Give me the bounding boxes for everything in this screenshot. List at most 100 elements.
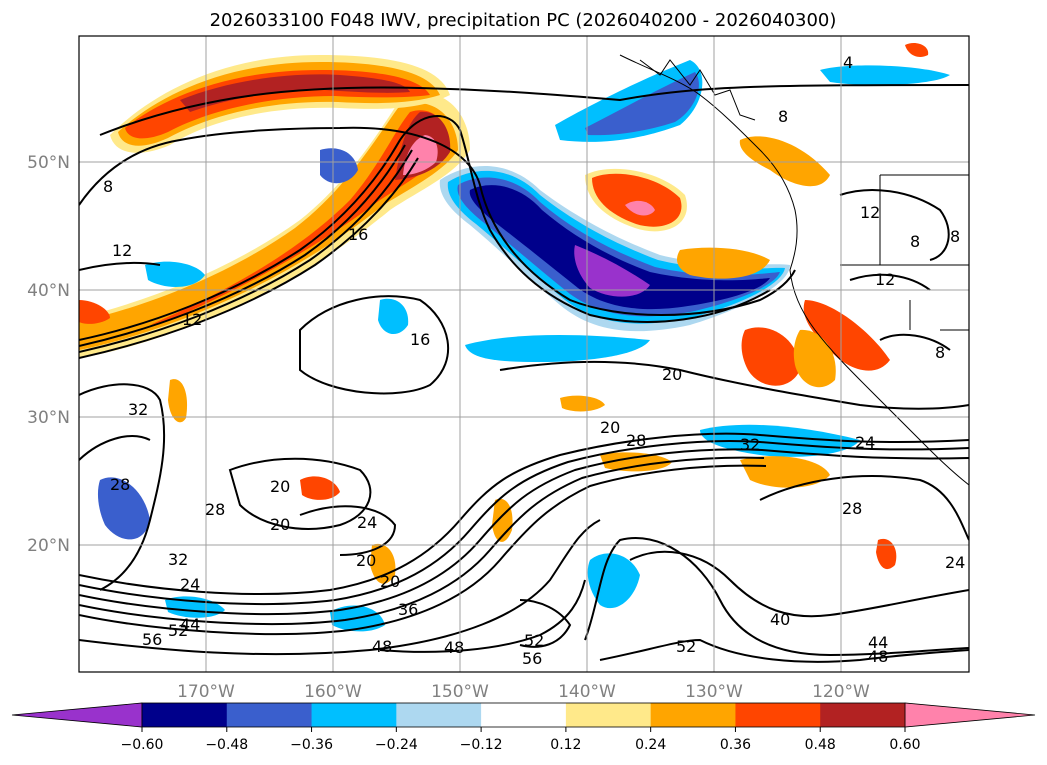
coastal-positive-4 [677, 247, 770, 279]
colorbar-segment [142, 703, 228, 727]
colorbar-max-extend [904, 702, 1036, 728]
colorbar-segment [311, 703, 397, 727]
y-axis-labels: 50°N 40°N 30°N 20°N [27, 153, 70, 556]
colorbar-tick-label: 0.48 [805, 737, 836, 753]
colorbar-tick-label: 0.60 [889, 737, 920, 753]
contour-label: 24 [180, 575, 200, 594]
contour-label: 24 [855, 433, 875, 452]
contour-label: 8 [950, 227, 960, 246]
coastal-positive-5 [793, 329, 836, 388]
contour-label: 20 [600, 418, 620, 437]
scatter-positive-6 [876, 538, 897, 570]
coastal-positive-2 [803, 300, 890, 371]
colorbar-segment [565, 703, 652, 727]
contour-label: 12 [182, 310, 202, 329]
contour-label: 16 [410, 330, 430, 349]
y-tick-label: 30°N [27, 408, 70, 428]
colorbar-tick-label: −0.24 [375, 737, 418, 753]
positive-blob-pink [625, 200, 655, 216]
contour-label: 48 [372, 637, 392, 656]
contour-label: 24 [357, 513, 377, 532]
colorbar-segment [226, 703, 313, 727]
scatter-negative-8 [820, 65, 950, 86]
colorbar-tick-label: −0.36 [290, 737, 333, 753]
x-tick-label: 160°W [304, 682, 362, 702]
gridlines [79, 36, 969, 672]
y-tick-label: 40°N [27, 281, 70, 301]
contour-label: 20 [356, 551, 376, 570]
coastlines [619, 54, 969, 486]
y-tick-label: 50°N [27, 153, 70, 173]
contour-label: 32 [128, 400, 148, 419]
positive-blob-red [592, 173, 682, 227]
contour-label: 44 [180, 615, 200, 634]
contour-label: 28 [626, 431, 646, 450]
contour-label: 20 [662, 365, 682, 384]
colorbar-frame [141, 702, 906, 728]
x-tick-label: 140°W [558, 682, 616, 702]
contour-label: 32 [168, 550, 188, 569]
contour-label: 28 [842, 499, 862, 518]
band-positive-30n-east [740, 456, 830, 488]
contour-label: 8 [910, 232, 920, 251]
coastal-positive-1 [739, 136, 830, 187]
contour-label: 52 [676, 637, 696, 656]
x-tick-label: 150°W [431, 682, 489, 702]
scatter-negative-7 [378, 298, 409, 335]
scatter-negative-1 [97, 477, 150, 540]
ridge-negative [465, 335, 650, 362]
contour-label: 12 [112, 241, 132, 260]
positive-plume-orange [79, 103, 458, 350]
x-axis-labels: 170°W 160°W 150°W 140°W 130°W 120°W [177, 682, 870, 702]
contour-label: 16 [348, 225, 368, 244]
chart-title: 2026033100 F048 IWV, precipitation PC (2… [210, 10, 837, 31]
colorbar-segment [650, 703, 736, 727]
contour-label: 20 [270, 515, 290, 534]
colorbar-tick-label: 0.36 [720, 737, 751, 753]
map-panel: 8 12 16 12 16 20 20 28 32 24 32 28 28 20… [78, 35, 970, 673]
positive-plume-pink [403, 135, 438, 175]
colorbar-segment [820, 703, 906, 727]
contour-label: 36 [398, 600, 418, 619]
colorbar-segment [735, 703, 821, 727]
colorbar-tick-label: −0.48 [205, 737, 248, 753]
contour-label: 4 [843, 53, 853, 72]
alaska-negative-inner [585, 72, 699, 136]
colorbar-tick-label: −0.12 [460, 737, 503, 753]
contour-label: 48 [868, 647, 888, 666]
colorbar-segment [396, 703, 482, 727]
contour-label: 40 [770, 610, 790, 629]
contour-label: 8 [935, 343, 945, 362]
x-tick-label: 170°W [177, 682, 235, 702]
colorbar-tick-label: 0.12 [550, 737, 581, 753]
contour-label: 56 [522, 649, 542, 668]
y-tick-label: 20°N [27, 536, 70, 556]
scatter-positive-1 [300, 476, 340, 500]
x-tick-label: 120°W [812, 682, 870, 702]
contour-label: 28 [205, 500, 225, 519]
contour-label: 12 [875, 270, 895, 289]
contour-label: 32 [740, 435, 760, 454]
negative-core-dark [469, 185, 770, 310]
scatter-positive-4 [168, 379, 188, 423]
contour-label: 48 [444, 638, 464, 657]
contour-labels: 8 12 16 12 16 20 20 28 32 24 32 28 28 20… [103, 53, 965, 668]
contour-label: 52 [524, 631, 544, 650]
band-positive-30n [600, 452, 672, 472]
contour-label: 8 [778, 107, 788, 126]
contour-label: 24 [945, 553, 965, 572]
map-frame [78, 35, 970, 673]
scatter-positive-5 [560, 395, 605, 412]
contour-label: 56 [142, 630, 162, 649]
iwv-contours [79, 84, 969, 663]
contour-label: 20 [380, 572, 400, 591]
negative-core-purple [574, 245, 650, 297]
scatter-positive-8 [905, 43, 929, 57]
colorbar-min-extend [11, 702, 143, 728]
scatter-negative-6 [145, 261, 205, 287]
contour-label: 12 [860, 203, 880, 222]
scatter-negative-5 [320, 148, 358, 184]
contour-label: 44 [868, 633, 888, 652]
x-tick-label: 130°W [685, 682, 743, 702]
